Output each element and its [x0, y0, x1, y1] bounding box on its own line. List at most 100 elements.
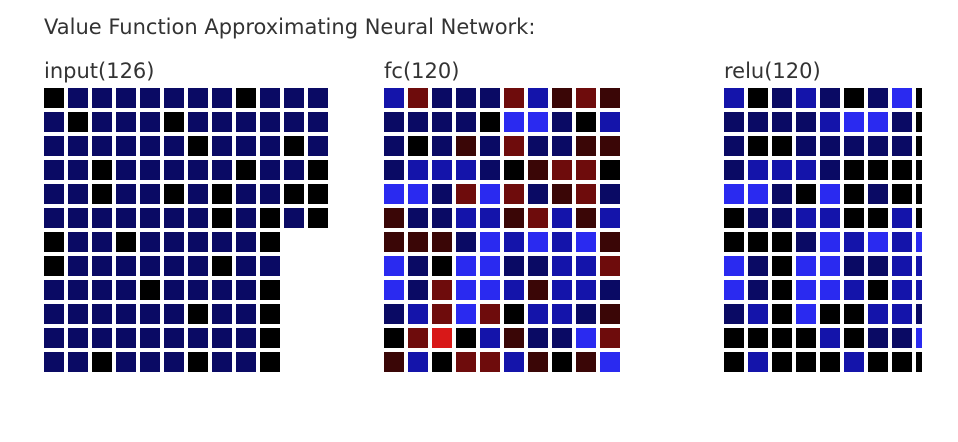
neuron-cell: [552, 136, 572, 156]
neuron-cell: [748, 304, 768, 324]
neuron-cell: [504, 256, 524, 276]
neuron-cell: [576, 232, 596, 252]
neuron-cell: [260, 208, 280, 228]
neuron-cell: [456, 232, 476, 252]
neuron-cell: [456, 184, 476, 204]
neuron-cell: [212, 328, 232, 348]
neuron-cell: [308, 112, 328, 132]
neuron-cell: [384, 88, 404, 108]
neuron-cell: [68, 112, 88, 132]
neuron-cell: [844, 280, 864, 300]
neuron-cell: [92, 160, 112, 180]
neuron-cell: [140, 304, 160, 324]
neuron-cell: [868, 112, 888, 132]
neuron-cell: [844, 256, 864, 276]
neuron-cell: [140, 184, 160, 204]
neuron-cell: [116, 328, 136, 348]
neuron-cell: [236, 208, 256, 228]
neuron-cell: [724, 304, 744, 324]
neuron-cell: [868, 352, 888, 372]
neuron-cell: [408, 184, 428, 204]
neuron-cell: [480, 88, 500, 108]
neuron-cell: [796, 184, 816, 204]
neuron-cell: [116, 184, 136, 204]
neuron-cell: [408, 160, 428, 180]
neuron-cell: [140, 136, 160, 156]
neuron-cell: [116, 112, 136, 132]
neuron-cell: [868, 232, 888, 252]
neuron-cell: [796, 328, 816, 348]
neuron-cell: [68, 160, 88, 180]
neuron-cell: [820, 208, 840, 228]
neuron-cell: [408, 352, 428, 372]
neuron-cell: [600, 136, 620, 156]
neuron-cell: [772, 160, 792, 180]
neuron-cell: [260, 136, 280, 156]
neuron-cell: [260, 328, 280, 348]
neuron-cell: [44, 256, 64, 276]
neuron-cell: [576, 136, 596, 156]
neuron-cell: [164, 304, 184, 324]
neuron-cell: [480, 352, 500, 372]
neuron-cell: [528, 184, 548, 204]
neuron-cell: [212, 112, 232, 132]
neuron-cell: [504, 160, 524, 180]
neuron-cell: [748, 352, 768, 372]
neuron-cell: [68, 280, 88, 300]
neuron-cell: [772, 112, 792, 132]
neuron-cell: [164, 184, 184, 204]
neuron-cell: [284, 208, 304, 228]
neuron-cell: [212, 136, 232, 156]
neuron-cell: [844, 232, 864, 252]
neuron-cell: [68, 184, 88, 204]
neuron-cell: [432, 256, 452, 276]
neuron-cell: [92, 136, 112, 156]
neuron-cell: [504, 184, 524, 204]
neuron-cell: [236, 88, 256, 108]
neuron-cell: [164, 280, 184, 300]
neuron-cell: [480, 232, 500, 252]
neuron-cell: [724, 160, 744, 180]
neuron-cell: [916, 352, 922, 372]
neuron-cell: [44, 112, 64, 132]
neuron-cell: [408, 232, 428, 252]
layer-label: input(126): [44, 59, 155, 83]
neuron-cell: [212, 208, 232, 228]
neuron-cell: [528, 328, 548, 348]
neuron-cell: [44, 328, 64, 348]
neuron-cell: [432, 184, 452, 204]
neuron-cell: [844, 136, 864, 156]
neuron-cell: [212, 232, 232, 252]
neuron-cell: [68, 136, 88, 156]
neuron-cell: [748, 280, 768, 300]
layer-label: relu(120): [724, 59, 821, 83]
neuron-cell: [92, 280, 112, 300]
neuron-cell: [748, 232, 768, 252]
neuron-cell: [576, 352, 596, 372]
neuron-cell: [748, 112, 768, 132]
neuron-cell: [92, 232, 112, 252]
neuron-cell: [528, 232, 548, 252]
neuron-cell: [68, 88, 88, 108]
neuron-cell: [600, 232, 620, 252]
neuron-cell: [868, 280, 888, 300]
neuron-cell: [528, 112, 548, 132]
neuron-cell: [284, 136, 304, 156]
neuron-cell: [116, 136, 136, 156]
neuron-cell: [820, 232, 840, 252]
neuron-cell: [892, 88, 912, 108]
neuron-cell: [44, 352, 64, 372]
neuron-cell: [916, 280, 922, 300]
neuron-cell: [188, 88, 208, 108]
neuron-cell: [796, 280, 816, 300]
neuron-cell: [408, 256, 428, 276]
neuron-cell: [384, 328, 404, 348]
neuron-cell: [892, 304, 912, 324]
neuron-cell: [68, 208, 88, 228]
neuron-cell: [820, 328, 840, 348]
neuron-cell: [480, 184, 500, 204]
neuron-cell: [116, 88, 136, 108]
activation-grid: [384, 88, 620, 372]
neuron-cell: [576, 112, 596, 132]
neuron-cell: [140, 160, 160, 180]
